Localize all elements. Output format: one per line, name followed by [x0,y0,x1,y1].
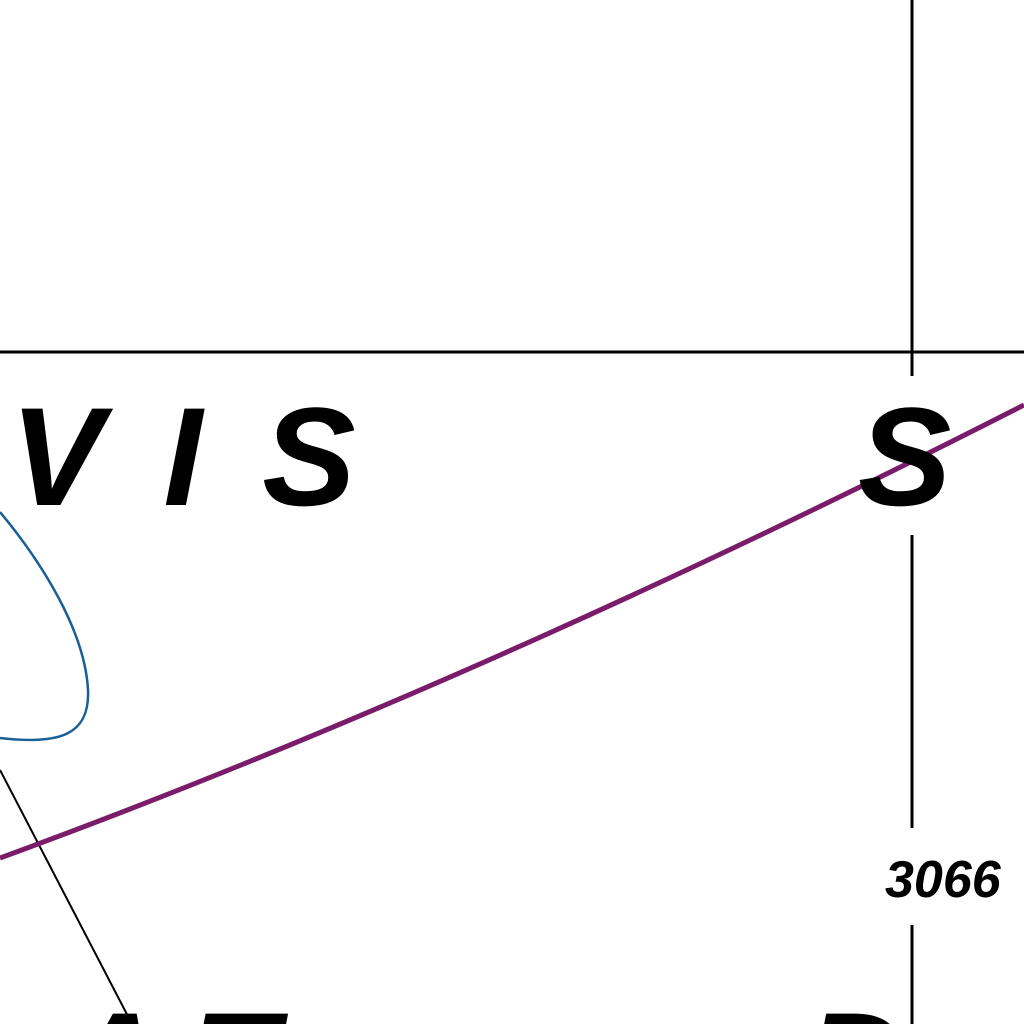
area-label: D [805,983,906,1024]
area-label: AT [59,983,318,1024]
area-label: VIS [10,378,416,535]
route-line [0,402,1024,861]
elevation-label: 3066 [885,851,1002,909]
boundary-line [0,769,133,1024]
area-label: S [858,378,951,535]
shoreline [0,511,90,742]
